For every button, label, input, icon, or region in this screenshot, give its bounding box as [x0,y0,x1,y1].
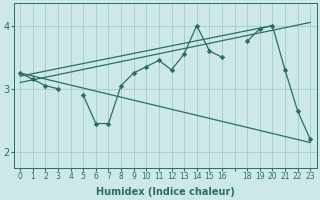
X-axis label: Humidex (Indice chaleur): Humidex (Indice chaleur) [96,187,235,197]
